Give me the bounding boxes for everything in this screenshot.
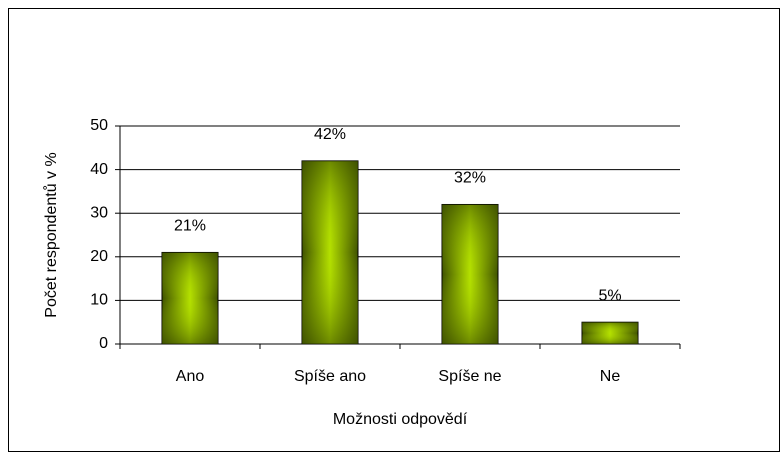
y-tick-label: 0 <box>99 335 108 352</box>
x-axis-label: Možnosti odpovědí <box>333 411 468 428</box>
data-label: 32% <box>454 170 486 187</box>
y-tick-label: 20 <box>90 248 108 265</box>
x-tick-label: Spíše ne <box>438 368 501 385</box>
chart-border <box>8 8 780 452</box>
x-tick-label: Spíše ano <box>294 368 366 385</box>
bar-shade <box>302 160 358 344</box>
data-label: 21% <box>174 218 206 235</box>
y-axis-label: Počet respondentů v % <box>42 152 60 317</box>
y-tick-label: 40 <box>90 161 108 178</box>
y-tick-label: 10 <box>90 292 108 309</box>
x-tick-label: Ano <box>176 368 205 385</box>
data-label: 42% <box>314 126 346 143</box>
data-label: 5% <box>598 287 621 304</box>
y-tick-label: 50 <box>90 117 108 134</box>
bar-shade <box>582 322 638 344</box>
y-tick-label: 30 <box>90 204 108 221</box>
bar-shade <box>442 204 498 344</box>
x-tick-label: Ne <box>600 368 621 385</box>
bar-shade <box>162 252 218 344</box>
